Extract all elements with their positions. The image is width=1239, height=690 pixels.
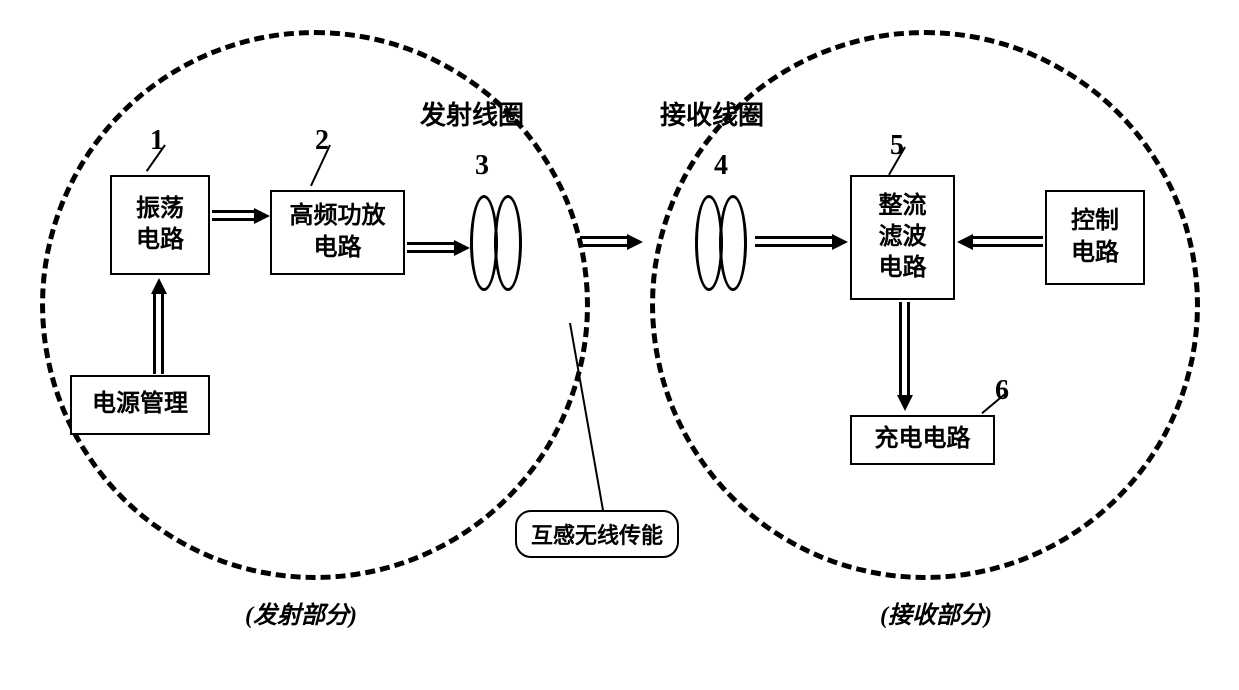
rx-coil-ring bbox=[719, 195, 747, 291]
callout-leader-line bbox=[569, 323, 604, 510]
charger-block: 充电电路 bbox=[850, 415, 995, 465]
rectifier-label: 整流滤波电路 bbox=[879, 191, 927, 285]
oscillator-number: 1 bbox=[150, 125, 164, 157]
control-label: 控制电路 bbox=[1071, 206, 1119, 268]
wireless-transfer-callout: 互感无线传能 bbox=[515, 510, 679, 558]
tx-coil bbox=[470, 195, 522, 291]
tx-coil-number: 3 bbox=[475, 150, 489, 182]
transmit-section-label: (发射部分) bbox=[245, 595, 357, 630]
amplifier-label: 高频功放电路 bbox=[290, 201, 386, 263]
charger-number: 6 bbox=[995, 375, 1009, 407]
receive-section-label: (接收部分) bbox=[880, 595, 992, 630]
power-mgmt-block: 电源管理 bbox=[70, 375, 210, 435]
rx-coil bbox=[695, 195, 747, 291]
control-block: 控制电路 bbox=[1045, 190, 1145, 285]
amplifier-block: 高频功放电路 bbox=[270, 190, 405, 275]
oscillator-label: 振荡电路 bbox=[136, 194, 184, 256]
power-mgmt-label: 电源管理 bbox=[92, 389, 188, 420]
tx-coil-label: 发射线圈 bbox=[420, 95, 524, 132]
oscillator-block: 振荡电路 bbox=[110, 175, 210, 275]
diagram-container: 振荡电路 1 高频功放电路 2 电源管理 发射线圈 3 接收线圈 4 整流滤波电… bbox=[20, 20, 1220, 670]
tx-coil-ring bbox=[494, 195, 522, 291]
callout-label: 互感无线传能 bbox=[531, 523, 663, 548]
rectifier-block: 整流滤波电路 bbox=[850, 175, 955, 300]
charger-label: 充电电路 bbox=[875, 424, 971, 455]
rx-coil-number: 4 bbox=[714, 150, 728, 182]
rx-coil-label: 接收线圈 bbox=[660, 95, 764, 132]
